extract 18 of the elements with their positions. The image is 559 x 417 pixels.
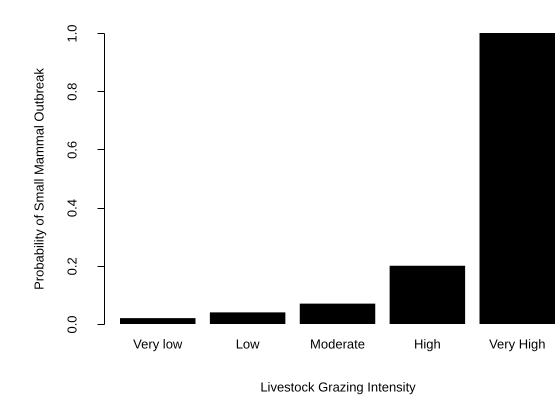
x-tick-label: Low xyxy=(236,336,260,352)
bar xyxy=(300,304,376,324)
bar xyxy=(120,318,196,324)
x-tick-label: High xyxy=(414,336,441,352)
y-tick-label: 0.0 xyxy=(64,315,80,334)
y-tick-label: 0.4 xyxy=(64,199,80,218)
bar xyxy=(480,33,555,324)
y-tick-label: 0.6 xyxy=(64,140,80,159)
x-tick-label: Very low xyxy=(133,336,183,352)
y-axis-title: Probability of Small Mammal Outbreak xyxy=(32,68,46,290)
bar xyxy=(390,266,466,324)
x-tick-label: Moderate xyxy=(310,336,365,352)
y-tick-label: 0.2 xyxy=(64,257,80,276)
bar xyxy=(210,312,286,324)
x-axis-title: Livestock Grazing Intensity xyxy=(260,380,416,394)
y-tick-label: 1.0 xyxy=(64,24,80,43)
x-tick-label: Very High xyxy=(489,336,546,352)
y-tick-label: 0.8 xyxy=(64,82,80,101)
